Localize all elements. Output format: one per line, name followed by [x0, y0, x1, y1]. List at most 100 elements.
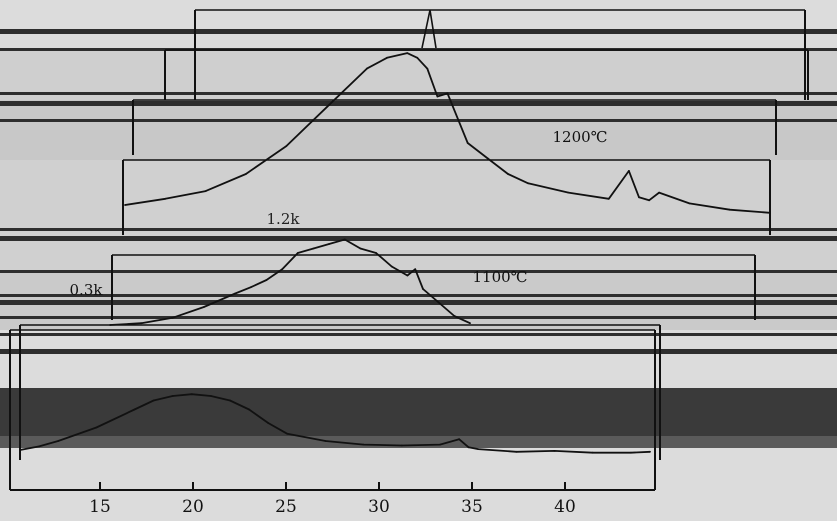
- series-1-point-10: [426, 67, 429, 70]
- series-1-point-9: [416, 56, 419, 59]
- series-3-point-0: [19, 449, 21, 451]
- series-2-point-1: [140, 322, 143, 325]
- background-bands: [0, 29, 837, 448]
- stripe-2: [0, 92, 837, 95]
- series-2-point-13: [375, 252, 377, 254]
- series-1-point-15: [507, 173, 509, 175]
- series-1-point-5: [325, 106, 328, 109]
- stripe-3: [0, 101, 837, 106]
- annotation-0: 1200℃: [553, 128, 608, 146]
- series-3-point-9: [229, 399, 231, 402]
- stripe-4: [0, 119, 837, 122]
- series-2-point-11: [343, 238, 346, 241]
- series-1-point-21: [648, 199, 650, 202]
- series-1-point-0: [124, 204, 126, 206]
- series-2-point-8: [296, 252, 299, 254]
- annotation-3: 0.3k: [70, 281, 104, 299]
- series-3-point-1: [38, 445, 40, 448]
- series-2-point-0: [109, 324, 111, 326]
- band-5: [0, 436, 837, 448]
- series-1-point-25: [769, 211, 771, 214]
- series-3-point-23: [630, 451, 632, 454]
- stripe-9: [0, 300, 837, 305]
- stripe-7: [0, 270, 837, 273]
- series-1-point-3: [245, 173, 247, 175]
- series-3-point-2: [57, 440, 60, 442]
- series-line-1: [124, 52, 771, 214]
- series-3-point-5: [152, 399, 155, 402]
- series-1-point-7: [386, 56, 388, 59]
- series-3-point-3: [95, 426, 98, 429]
- series-3-point-13: [324, 440, 327, 442]
- series-2-point-9: [312, 247, 315, 250]
- series-1-point-16: [527, 182, 529, 185]
- series-3-point-16: [439, 443, 441, 446]
- series-1-point-12: [446, 92, 449, 95]
- series-2-point-18: [437, 301, 440, 304]
- series-1-point-19: [628, 170, 630, 172]
- stripe-8: [0, 294, 837, 297]
- series-1-point-20: [638, 196, 640, 199]
- stripe-6: [0, 236, 837, 241]
- series-3-point-15: [400, 444, 403, 447]
- series-3-point-14: [362, 443, 365, 446]
- series-1-point-14: [486, 157, 489, 160]
- stripe-0: [0, 29, 837, 34]
- sharp-peak: [421, 9, 437, 49]
- x-tick-label-30: 30: [368, 497, 390, 517]
- series-2-point-17: [422, 288, 424, 290]
- series-3-point-12: [286, 432, 289, 435]
- series-2-point-20: [469, 322, 471, 325]
- series-2-point-7: [281, 268, 284, 271]
- series-1-point-11: [436, 95, 439, 98]
- series-1-point-13: [466, 142, 469, 144]
- x-tick-label-25: 25: [275, 497, 297, 517]
- stripe-12: [0, 349, 837, 354]
- x-tick-label-15: 15: [89, 497, 111, 517]
- series-3-point-6: [171, 395, 174, 397]
- series-3-point-10: [248, 408, 251, 411]
- series-2-point-19: [453, 315, 456, 317]
- series-2-point-15: [406, 274, 409, 277]
- series-1-point-4: [285, 145, 288, 148]
- band-4: [0, 388, 837, 436]
- stripe-11: [0, 333, 837, 336]
- annotation-1: 1100℃: [473, 268, 528, 286]
- series-1-point-23: [688, 202, 691, 205]
- series-3-point-21: [553, 450, 556, 452]
- series-curves: [19, 9, 771, 454]
- series-1-point-6: [366, 67, 368, 70]
- series-3-point-22: [591, 451, 594, 454]
- series-1-point-17: [567, 191, 570, 194]
- x-tick-label-35: 35: [461, 497, 483, 517]
- series-2-point-16: [414, 268, 417, 271]
- x-tick-label-40: 40: [554, 497, 576, 517]
- annotation-2: 1.2k: [267, 210, 301, 228]
- series-2-point-14: [390, 265, 393, 268]
- series-2-point-2: [171, 316, 174, 319]
- series-2-point-3: [203, 306, 205, 308]
- series-2-point-5: [250, 286, 252, 289]
- series-3-point-19: [477, 448, 480, 450]
- series-2-point-6: [265, 279, 268, 281]
- series-1-point-8: [406, 52, 409, 54]
- series-1-point-1: [164, 197, 167, 200]
- annotations: 1200℃ 1100℃ 1.2k 0.3k: [70, 128, 608, 299]
- series-2-point-4: [234, 292, 237, 295]
- series-3-point-11: [267, 422, 270, 424]
- stripe-5: [0, 228, 837, 231]
- series-3-point-20: [515, 450, 518, 453]
- band-1: [0, 100, 837, 160]
- series-3-point-24: [649, 450, 651, 453]
- x-tick-label-20: 20: [182, 497, 204, 517]
- series-3-point-17: [458, 438, 460, 441]
- band-2: [0, 160, 837, 270]
- series-1-point-22: [658, 191, 660, 194]
- series-2-point-12: [359, 247, 362, 250]
- panel-frames: [9, 9, 809, 490]
- series-2-point-10: [328, 243, 330, 245]
- series-1-point-2: [204, 190, 207, 193]
- series-3-point-18: [467, 446, 470, 449]
